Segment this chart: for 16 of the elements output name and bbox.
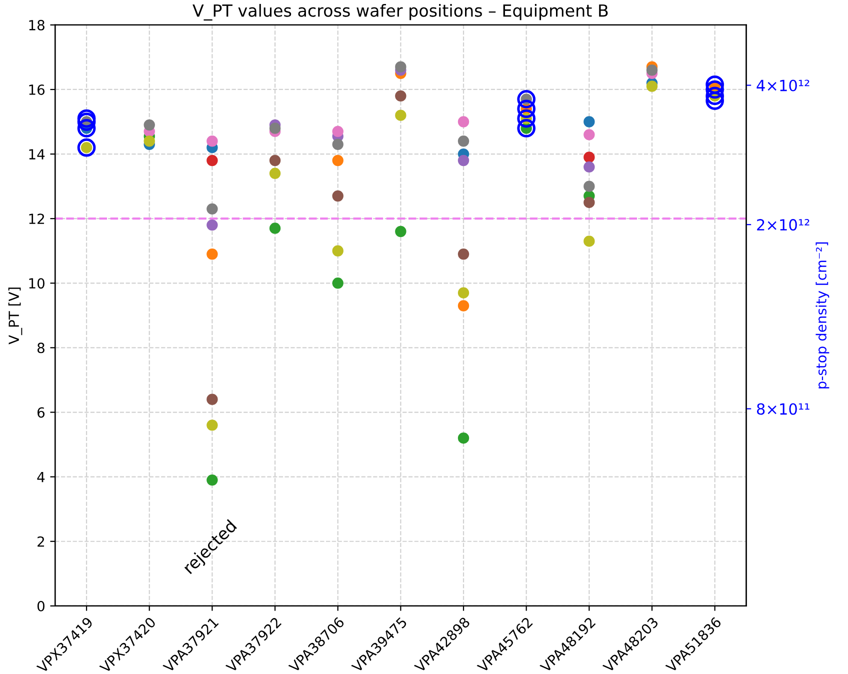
y-tick-label: 16 (29, 84, 45, 95)
y-tick-label: 18 (29, 20, 44, 30)
y-tick-label: 2 (38, 536, 44, 547)
y-tick-label: 14 (29, 149, 45, 160)
y2-tick-label: 8×10¹¹ (757, 403, 810, 415)
y-axis-title: V_PT [V] (8, 288, 22, 344)
y-tick-label: 8 (38, 342, 44, 354)
chart-title: V_PT values across wafer positions – Equipment B (192, 4, 608, 21)
y-tick-label: 4 (37, 472, 45, 482)
y-tick-label: 10 (29, 278, 44, 289)
y2-tick-label: 4×10¹² (756, 80, 810, 92)
y2-tick-label: 2×10¹² (757, 219, 810, 231)
y-tick-label: 0 (37, 600, 44, 612)
y-tick-label: 6 (38, 407, 45, 418)
y-tick-label: 12 (29, 214, 44, 224)
y2-axis-title: p-stop density [cm⁻²] (816, 242, 830, 388)
